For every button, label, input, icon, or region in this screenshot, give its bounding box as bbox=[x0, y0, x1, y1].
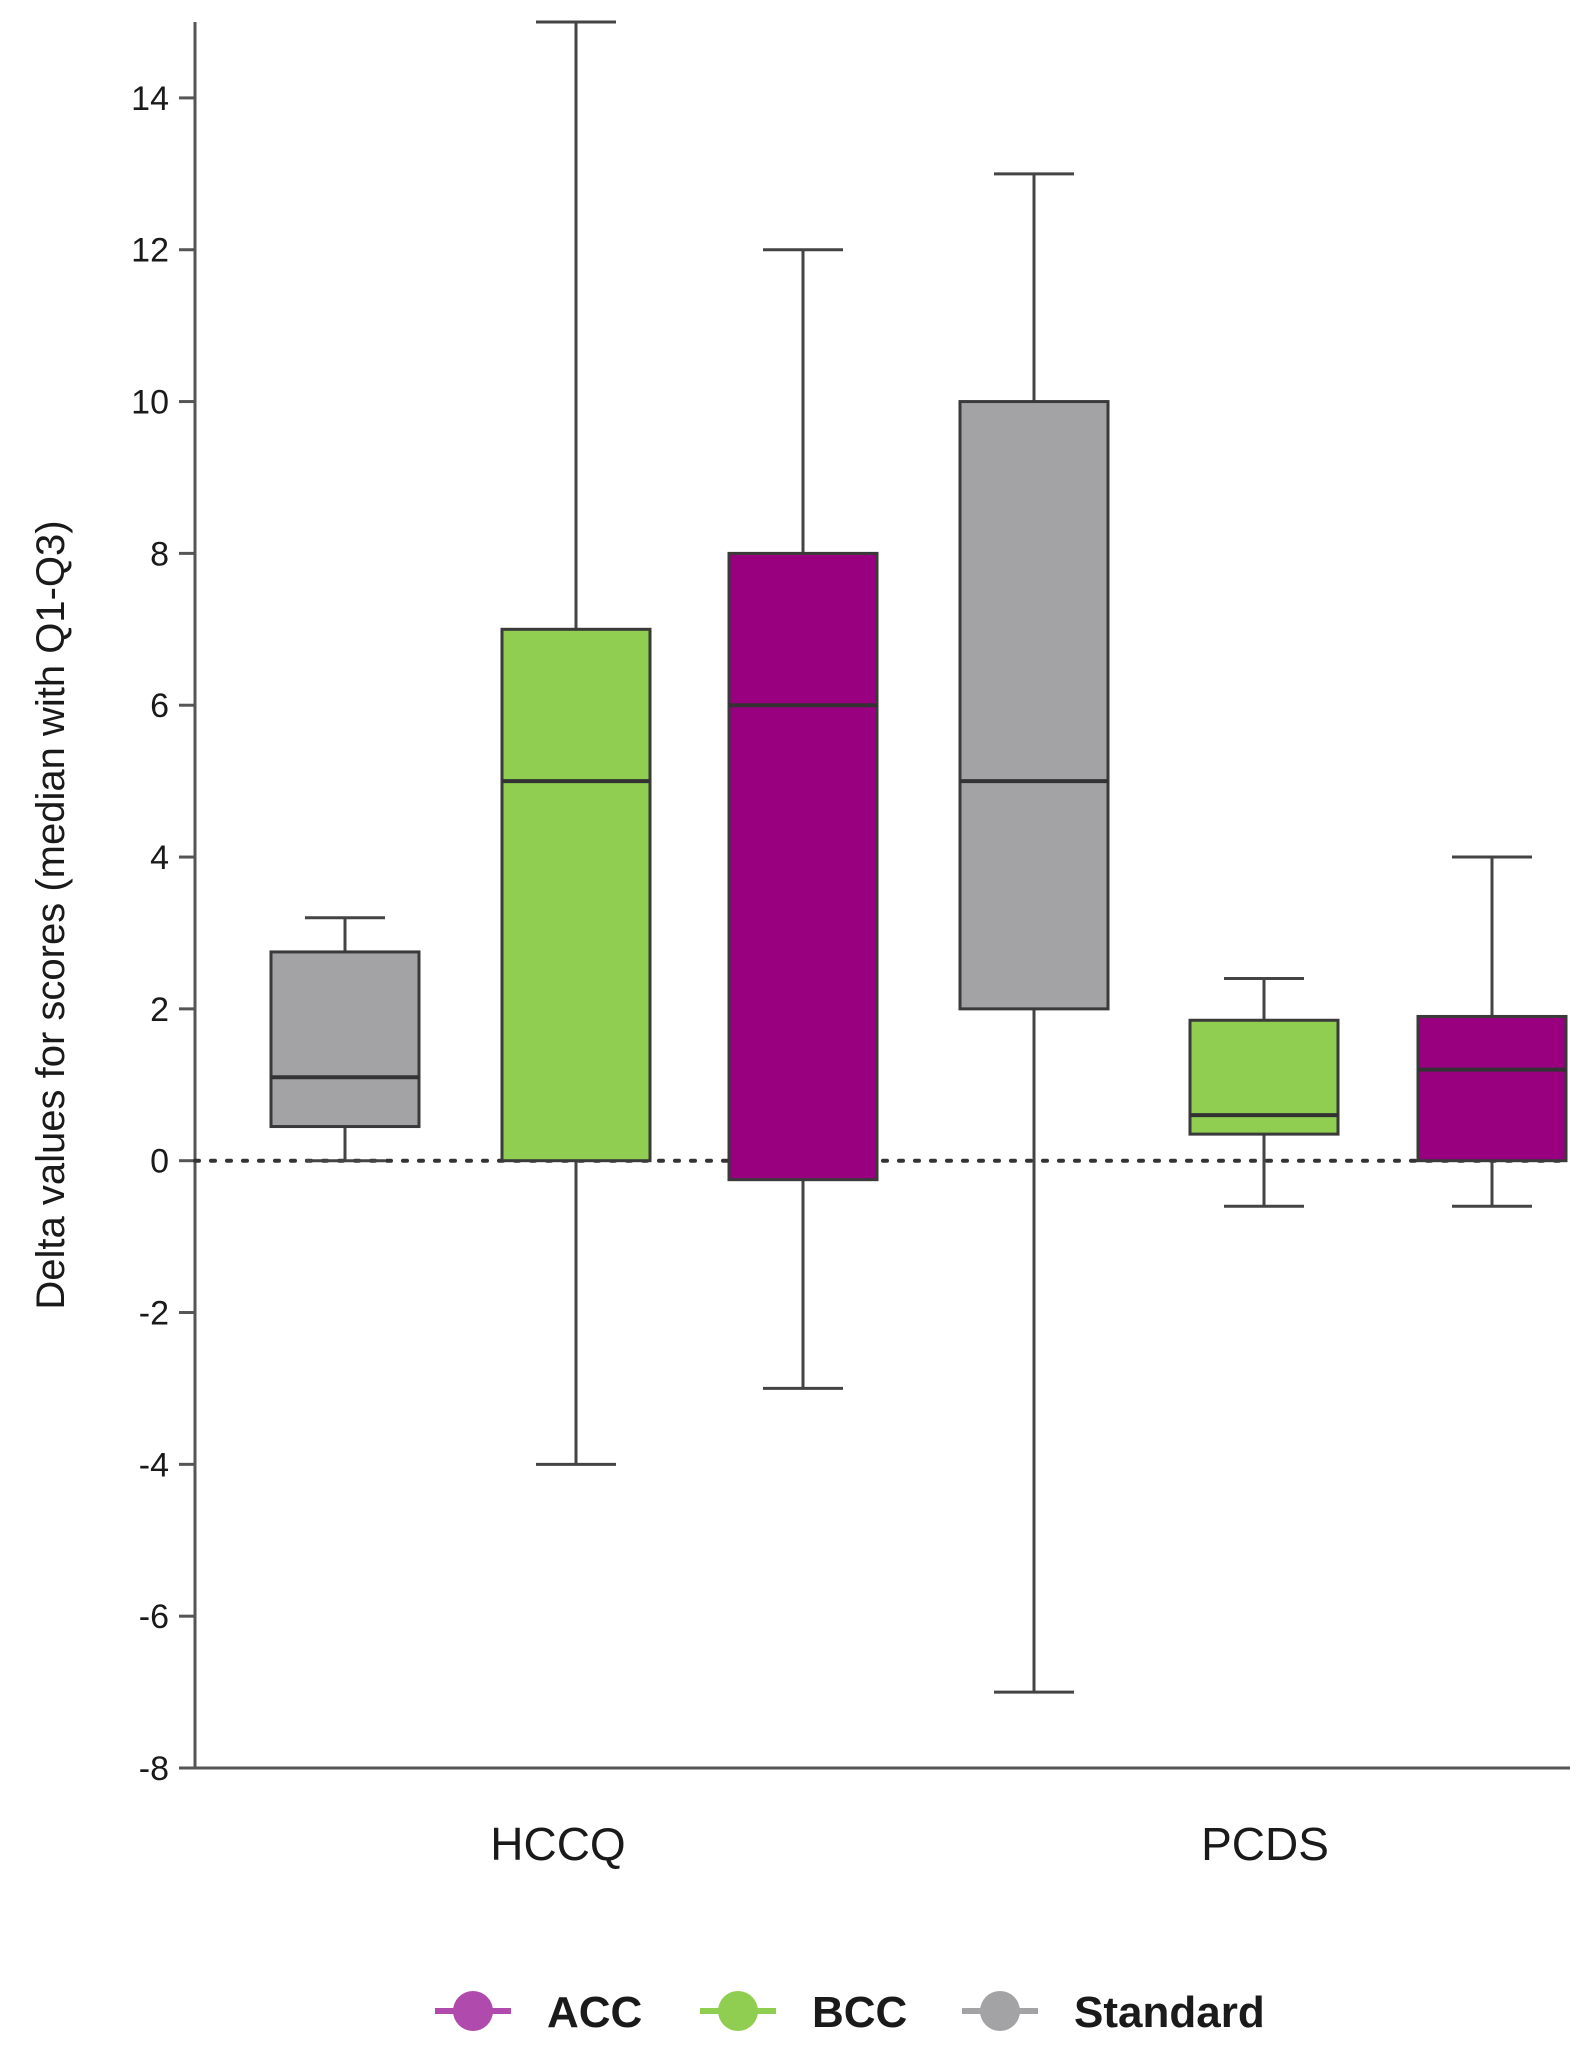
y-tick-label: 6 bbox=[150, 687, 169, 725]
box-standard-pcds bbox=[958, 400, 1110, 1011]
box-acc-hccq bbox=[727, 551, 879, 1182]
x-category-label: HCCQ bbox=[490, 1818, 625, 1870]
y-tick-label: -4 bbox=[139, 1446, 169, 1484]
y-tick-label: -2 bbox=[139, 1295, 169, 1333]
y-tick-label: 8 bbox=[150, 535, 169, 573]
y-tick-label: -6 bbox=[139, 1598, 169, 1636]
box-standard-hccq bbox=[269, 950, 421, 1129]
y-tick-label: 2 bbox=[150, 991, 169, 1029]
box-bcc-hccq bbox=[500, 627, 652, 1163]
y-axis-title: Delta values for scores (median with Q1-… bbox=[29, 520, 73, 1309]
box-acc-pcds bbox=[1416, 1014, 1568, 1163]
legend-marker-acc bbox=[453, 1991, 493, 2031]
legend-marker-bcc bbox=[718, 1991, 758, 2031]
y-tick-label: -8 bbox=[139, 1750, 169, 1788]
x-category-label: PCDS bbox=[1201, 1818, 1329, 1870]
legend-label-standard: Standard bbox=[1074, 1988, 1265, 2037]
legend-marker-standard bbox=[980, 1991, 1020, 2031]
y-tick-label: 10 bbox=[131, 384, 169, 422]
y-tick-label: 12 bbox=[131, 232, 169, 270]
y-tick-label: 14 bbox=[131, 80, 169, 118]
legend-label-bcc: BCC bbox=[812, 1988, 907, 2037]
y-tick-label: 0 bbox=[150, 1143, 169, 1181]
legend-label-acc: ACC bbox=[547, 1988, 642, 2037]
y-tick-label: 4 bbox=[150, 839, 169, 877]
